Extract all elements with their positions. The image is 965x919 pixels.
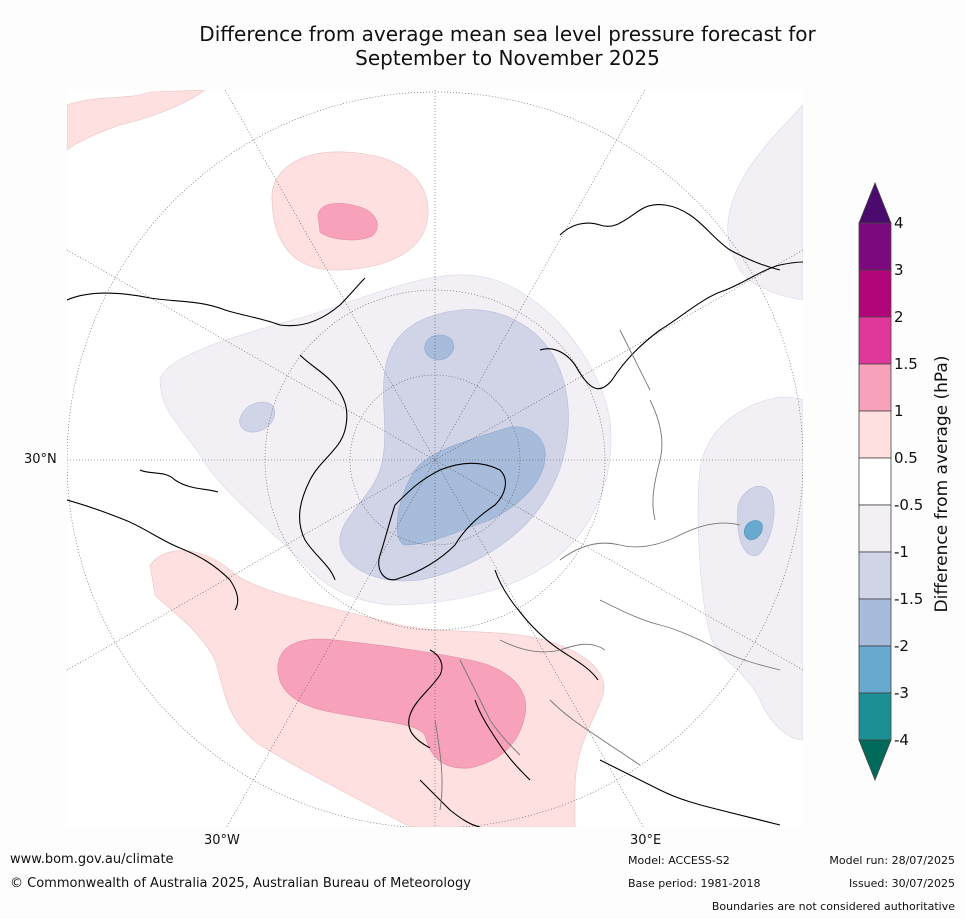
colorbar-tick: -2 <box>894 637 909 655</box>
title-line-2: September to November 2025 <box>355 46 660 70</box>
colorbar <box>858 181 892 782</box>
issued-text: Issued: 30/07/2025 <box>848 877 955 890</box>
coastlines <box>67 204 803 827</box>
positive-anomaly-northwest <box>67 90 206 151</box>
moderate-anomaly-pacific <box>317 202 378 241</box>
base-period-text: Base period: 1981-2018 <box>628 877 761 890</box>
colorbar-tick: -1.5 <box>894 590 924 608</box>
colorbar-arrow-top <box>858 181 892 224</box>
colorbar-label: Difference from average (hPa) <box>932 355 952 613</box>
colorbar-seg-neutral <box>858 457 892 506</box>
colorbar-seg-2-3 <box>858 269 892 318</box>
negative-anomaly-greenland <box>396 426 546 546</box>
negative-anomaly-northeast <box>727 104 803 301</box>
negative-anomaly-barents <box>424 334 454 361</box>
model-text: Model: ACCESS-S2 <box>628 854 730 867</box>
website-link[interactable]: www.bom.gov.au/climate <box>10 852 174 867</box>
colorbar-tick: 1.5 <box>894 355 918 373</box>
colorbar-tick: 4 <box>894 214 904 232</box>
colorbar-seg-neg-0.5-1 <box>858 504 892 553</box>
strong-negative-anomaly-asia <box>743 520 763 541</box>
colorbar-seg-1-1.5 <box>858 363 892 412</box>
colorbar-seg-neg-2-3 <box>858 645 892 694</box>
graticule <box>67 90 803 827</box>
map-content <box>67 90 803 827</box>
colorbar-tick: 0.5 <box>894 449 918 467</box>
colorbar-segments <box>858 181 892 782</box>
colorbar-tick: 3 <box>894 261 904 279</box>
map-title: Difference from average mean sea level p… <box>150 22 865 70</box>
title-line-1: Difference from average mean sea level p… <box>199 22 816 46</box>
model-run-text: Model run: 28/07/2025 <box>829 854 955 867</box>
colorbar-tick: -1 <box>894 543 909 561</box>
colorbar-seg-neg-1.5-2 <box>858 598 892 647</box>
colorbar-tick: -0.5 <box>894 496 924 514</box>
colorbar-seg-neg-3-4 <box>858 692 892 741</box>
moderate-anomaly-atlantic-europe <box>277 638 527 769</box>
colorbar-seg-1.5-2 <box>858 316 892 365</box>
colorbar-seg-neg-1-1.5 <box>858 551 892 600</box>
lat-label-30n: 30°N <box>24 452 57 467</box>
boundaries-disclaimer: Boundaries are not considered authoritat… <box>711 900 955 913</box>
colorbar-tick: -4 <box>894 731 909 749</box>
colorbar-tick: 1 <box>894 402 904 420</box>
borders <box>434 329 781 811</box>
colorbar-arrow-bottom <box>858 739 892 782</box>
lon-label-30w: 30°W <box>204 833 240 848</box>
negative-anomaly-small-1 <box>239 401 276 433</box>
lon-label-30e: 30°E <box>630 833 662 848</box>
colorbar-tick: -3 <box>894 684 909 702</box>
colorbar-seg-3-4 <box>858 222 892 271</box>
copyright-text: © Commonwealth of Australia 2025, Austra… <box>10 876 471 891</box>
colorbar-tick: 2 <box>894 308 904 326</box>
colorbar-seg-0.5-1 <box>858 410 892 459</box>
negative-anomaly-east-asia <box>697 396 803 741</box>
